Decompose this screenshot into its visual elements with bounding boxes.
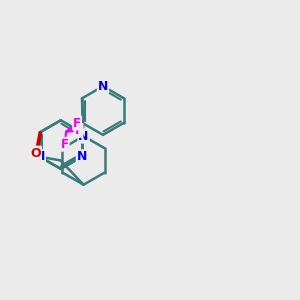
Text: F: F <box>61 138 69 151</box>
Text: N: N <box>78 130 89 142</box>
Text: F: F <box>74 124 83 137</box>
Text: N: N <box>98 80 108 93</box>
Text: N: N <box>34 150 45 163</box>
Text: N: N <box>77 150 87 163</box>
Text: F: F <box>73 117 81 130</box>
Text: O: O <box>30 147 41 160</box>
